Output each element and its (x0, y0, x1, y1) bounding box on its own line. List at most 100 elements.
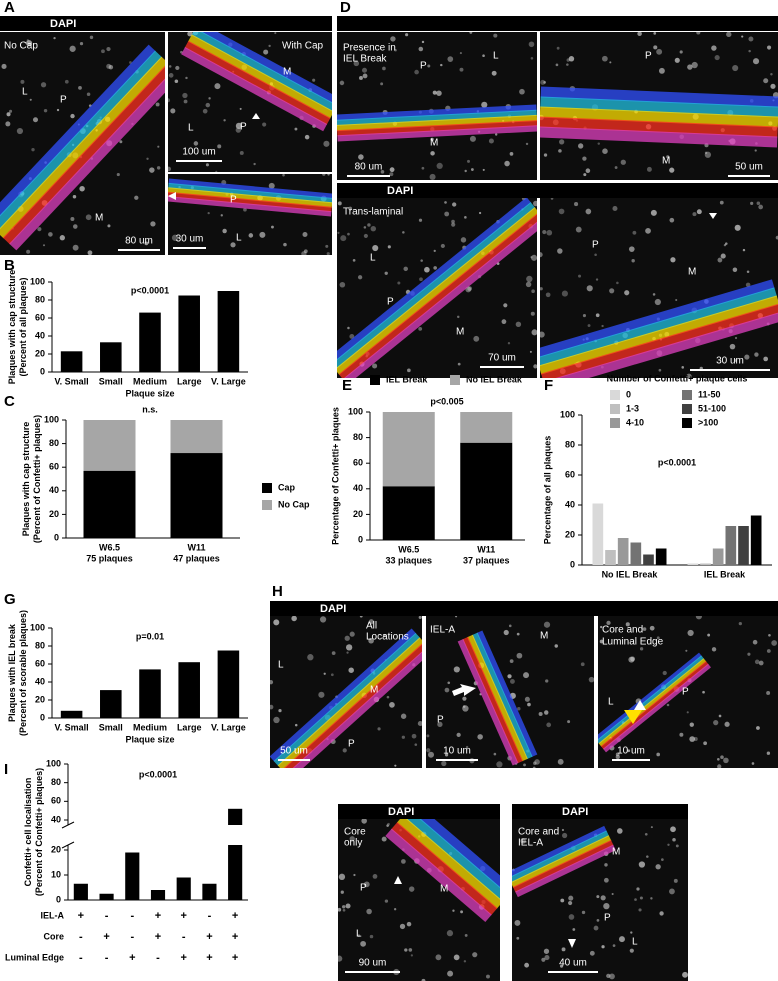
x-tick-sublabel: 33 plaques (385, 555, 432, 565)
nucleus (146, 157, 149, 160)
nucleus (530, 57, 534, 60)
nucleus (747, 652, 751, 656)
bar (617, 538, 629, 565)
tissue-band (200, 32, 332, 104)
nucleus (717, 757, 720, 761)
nucleus (562, 832, 568, 839)
tissue-band (168, 196, 332, 217)
nucleus (612, 205, 618, 212)
nucleus (182, 92, 188, 99)
nucleus (558, 208, 565, 215)
nucleus (637, 32, 642, 36)
nucleus (669, 167, 675, 173)
nucleus (667, 843, 670, 846)
x-tick-label: W11 (477, 544, 495, 554)
nucleus (294, 723, 298, 727)
nucleus (639, 647, 644, 651)
tissue-band (419, 819, 500, 889)
x-tick-sublabel: 37 plaques (463, 555, 510, 565)
image-label: P (420, 61, 427, 72)
nucleus (568, 914, 575, 920)
nucleus (349, 631, 355, 637)
nucleus (587, 324, 591, 328)
y-tick-label: 20 (51, 844, 61, 854)
scale-bar-label: 50 um (735, 162, 763, 173)
micrograph (598, 616, 778, 768)
y-tick-label: 60 (49, 462, 59, 472)
nucleus (734, 359, 737, 362)
nucleus (696, 32, 701, 35)
bar (60, 351, 83, 372)
nucleus (748, 36, 754, 42)
table-cell: - (156, 952, 160, 964)
bar (100, 342, 122, 372)
nucleus (642, 627, 647, 631)
nucleus (679, 732, 684, 737)
tissue-band (344, 221, 537, 378)
nucleus (744, 354, 750, 360)
tissue-band (2, 65, 165, 245)
y-tick-label: 0 (570, 559, 575, 569)
nucleus (380, 82, 384, 86)
chart-title: n.s. (142, 404, 158, 414)
nucleus (361, 819, 367, 824)
tissue-band (337, 104, 537, 121)
nucleus (346, 651, 349, 654)
nucleus (597, 142, 600, 145)
nucleus (421, 40, 425, 44)
nucleus (557, 758, 564, 765)
nucleus (734, 336, 738, 340)
nucleus (294, 127, 298, 131)
nucleus (384, 271, 388, 275)
legend-swatch (682, 418, 692, 428)
nucleus (26, 39, 30, 42)
nucleus (465, 745, 469, 749)
nucleus (168, 98, 171, 103)
nucleus (323, 140, 330, 147)
nucleus (394, 49, 397, 52)
nucleus (507, 342, 511, 345)
arrowhead (624, 710, 642, 724)
nucleus (370, 225, 377, 232)
nucleus (168, 65, 172, 68)
nucleus (609, 288, 615, 294)
nucleus (455, 616, 458, 618)
nucleus (528, 41, 535, 48)
nucleus (719, 200, 724, 205)
x-tick-label: Small (99, 722, 123, 732)
scale-bar-label: 80 um (125, 236, 153, 247)
nucleus (646, 855, 649, 858)
y-axis-label: Plaques with cap structure (7, 270, 17, 385)
nucleus (418, 46, 424, 52)
nucleus (430, 137, 434, 141)
image-label: Core and (602, 625, 643, 636)
bar (60, 710, 83, 718)
panel-letter: G (4, 591, 16, 608)
nucleus (302, 232, 308, 238)
bar (643, 554, 654, 565)
nucleus (775, 235, 778, 240)
nucleus (168, 166, 171, 172)
nucleus (403, 266, 408, 272)
tissue-band (541, 303, 778, 378)
tissue-band (467, 634, 528, 762)
tissue-band (168, 178, 332, 199)
nucleus (411, 733, 417, 739)
nucleus (582, 156, 587, 161)
nucleus (214, 83, 221, 90)
nucleus (282, 174, 285, 177)
nucleus (345, 644, 353, 651)
legend-label: No Cap (278, 499, 310, 509)
image-label: M (440, 884, 448, 895)
nucleus (681, 366, 684, 369)
nucleus (270, 704, 274, 710)
bar (217, 650, 240, 718)
table-cell: - (79, 931, 83, 943)
y-tick-label: 10 (51, 869, 61, 879)
nucleus (679, 50, 683, 54)
legend-swatch (610, 390, 620, 400)
nucleus (578, 143, 584, 149)
nucleus (432, 90, 437, 95)
tissue-band (337, 198, 532, 361)
nucleus (720, 253, 726, 259)
